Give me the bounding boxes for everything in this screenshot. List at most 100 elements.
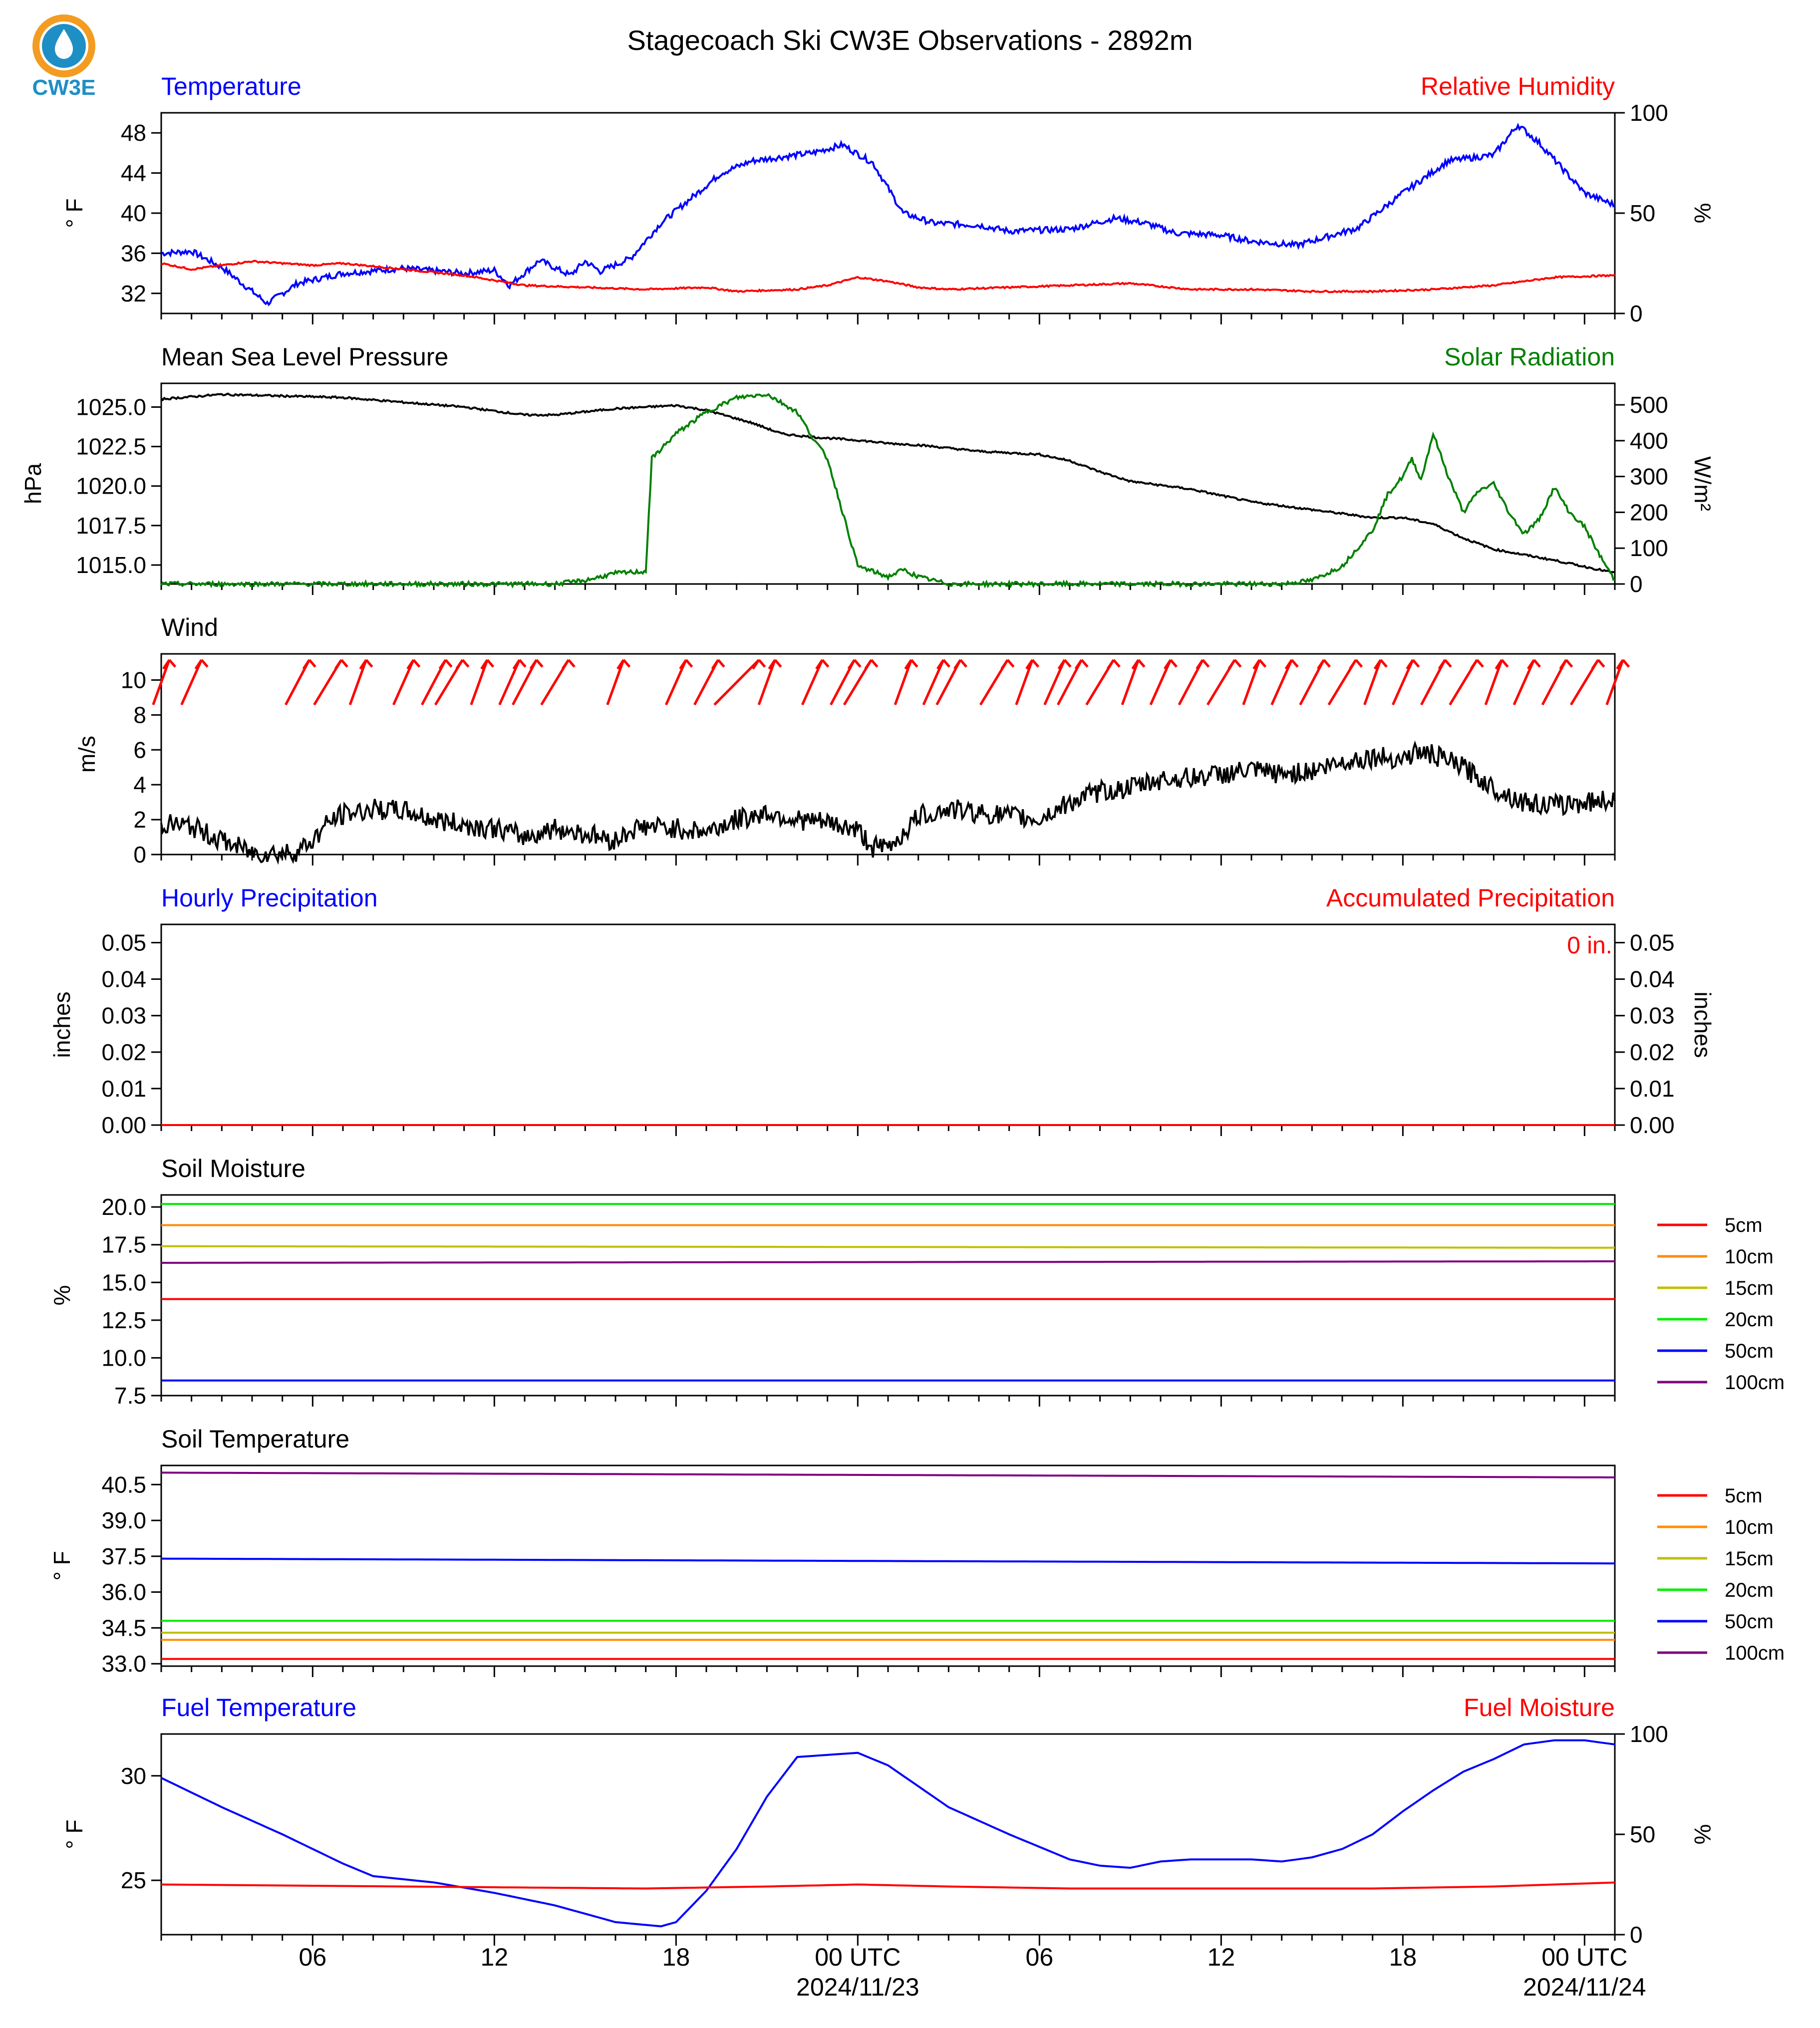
y-tick-label-left: 40 [121,200,146,226]
wind-arrow [1121,659,1140,705]
y-tick-label-left: 7.5 [114,1383,146,1409]
y-tick-label-left: 30 [121,1763,146,1789]
y-tick-label-right: 0 [1630,1922,1643,1948]
humidity-y-label: % [1690,203,1716,224]
wind-arrow [801,659,824,706]
wind-arrow-head [1373,659,1388,670]
wind-arrow [470,659,489,705]
wind-arrow-head [1025,659,1040,670]
y-tick-label-right: 50 [1630,1821,1655,1847]
x-date-label: 2024/11/23 [796,1973,919,2001]
wind-arrow-head [162,659,177,670]
wind-arrow-head [847,659,862,670]
legend-label: 5cm [1725,1214,1763,1236]
y-tick-label-right: 0.00 [1630,1112,1675,1138]
pressure-y-label: hPa [20,463,46,504]
legend-label: 20cm [1725,1309,1774,1331]
y-tick-label-left: 1020.0 [76,473,146,499]
wind-arrow-head [1438,659,1452,670]
y-tick-label-left: 0.05 [101,930,146,956]
y-tick-label-left: 15.0 [101,1269,146,1295]
legend-label: 15cm [1725,1548,1774,1570]
wind-arrow [922,659,945,706]
logo-text: CW3E [32,75,95,100]
y-tick-label-left: 48 [121,120,146,146]
soil-moisture-title: Soil Moisture [161,1155,305,1182]
y-tick-label-left: 1017.5 [76,513,146,539]
y-tick-label-right: 0.01 [1630,1076,1675,1102]
wind-arrow-head [936,659,950,670]
wind-arrow-head [1284,659,1299,670]
panel-temperature: Temperature Relative Humidity 32 36 40 44 48… [61,72,1716,326]
wind-arrow-head [406,659,421,670]
wind-arrow-head [359,659,373,670]
y-tick-label-left: 12.5 [101,1307,146,1333]
series-line-mean-sea-level-pressure [160,392,1615,574]
legend-label: 50cm [1725,1340,1774,1362]
x-tick-label: 18 [662,1943,690,1971]
wind-arrow [713,659,760,706]
panel-pressure: Mean Sea Level Pressure Solar Radiation … [20,343,1716,597]
wind-arrow [348,659,367,705]
wind-arrow-head [1131,659,1146,670]
humidity-title: Relative Humidity [1421,72,1615,100]
y-tick-label-right: 100 [1630,535,1668,561]
wind-arrow-head [455,659,470,670]
y-tick-label-right: 0 [1630,571,1643,597]
wind-arrow-head [1252,659,1267,670]
series-line-15cm [161,1245,1615,1249]
y-tick-label-right: 100 [1630,100,1668,126]
series-line-wind-speed [160,740,1616,865]
legend-label: 10cm [1725,1516,1774,1538]
wind-arrow-head [512,659,527,670]
wind-arrow [152,659,171,705]
wind-arrow [392,659,415,706]
wind-arrow-head [1057,659,1072,670]
y-tick-label-left: 4 [133,772,146,798]
wind-arrow-head [616,659,631,670]
wind-arrow-head [1106,659,1121,670]
accum-precip-title: Accumulated Precipitation [1326,884,1615,912]
y-tick-label-left: 1022.5 [76,434,146,460]
y-tick-label-left: 32 [121,281,146,306]
y-tick-label-left: 37.5 [101,1543,146,1569]
wind-arrow-head [679,659,693,670]
y-tick-label-left: 20.0 [101,1194,146,1220]
soil-temperature-y-label: ° F [49,1551,75,1580]
wind-arrow [1363,659,1382,705]
wind-arrow [1149,659,1172,706]
y-tick-label-left: 0.03 [101,1003,146,1029]
wind-arrow-head [1316,659,1331,670]
wind-arrow [1043,659,1066,706]
wind-arrow-head [768,659,782,670]
wind-arrow [1484,659,1503,705]
y-tick-label-left: 10 [121,667,146,693]
y-tick-label-right: 0.04 [1630,966,1675,992]
y-tick-label-left: 17.5 [101,1232,146,1258]
cw3e-logo: CW3E [32,14,96,100]
wind-title: Wind [161,613,218,641]
wind-arrow [757,659,776,705]
legend-label: 10cm [1725,1246,1774,1268]
precip-right-y-label: inches [1690,992,1716,1058]
legend-label: 15cm [1725,1277,1774,1299]
wind-arrow-head [1559,659,1573,670]
wind-arrow-head [194,659,209,670]
y-tick-label-left: 6 [133,737,146,763]
fuel-moisture-y-label: % [1690,1824,1716,1845]
y-tick-label-left: 10.0 [101,1345,146,1371]
y-tick-label-left: 39.0 [101,1507,146,1533]
soil-moisture-y-label: % [49,1285,75,1306]
y-tick-label-left: 8 [133,702,146,728]
figure-title: Stagecoach Ski CW3E Observations - 2892m [627,24,1193,56]
wind-arrow [1270,659,1293,706]
wind-arrow-head [1163,659,1178,670]
wind-arrow-head [711,659,725,670]
y-tick-label-right: 0.05 [1630,930,1675,956]
x-tick-label: 06 [1026,1943,1054,1971]
y-tick-label-left: 0 [133,842,146,868]
wind-arrow-head [1526,659,1541,670]
wind-arrow-head [864,659,879,670]
x-tick-label: 12 [1208,1943,1235,1971]
